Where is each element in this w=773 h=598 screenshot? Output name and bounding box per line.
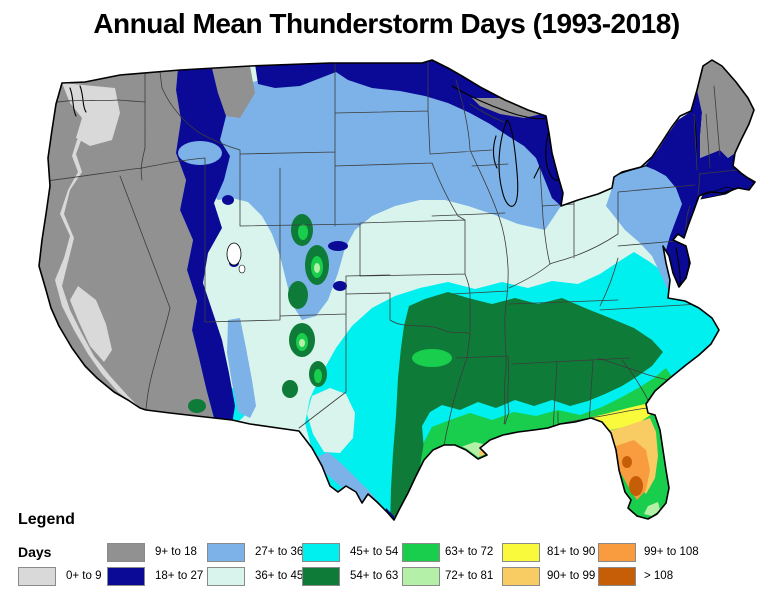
legend-swatch-81-90: [502, 543, 540, 562]
state-borders: [39, 61, 738, 447]
legend-label-9-18: 9+ to 18: [155, 546, 197, 558]
legend-swatch-72-81: [402, 567, 440, 586]
region-gray-maine: [697, 60, 754, 158]
legend-swatch-over-108: [598, 567, 636, 586]
region-navy-colorado-1: [328, 241, 348, 251]
legend-label-72-81: 72+ to 81: [445, 570, 494, 582]
great-salt-lake: [226, 242, 242, 266]
region-dkgreen-54-63: [390, 292, 663, 520]
legend-swatch-0-9: [18, 567, 56, 586]
utah-lake: [238, 264, 246, 274]
region-dkorange-sw-florida-2: [622, 456, 632, 468]
legend-swatch-54-63: [302, 567, 340, 586]
legend-label-45-54: 45+ to 54: [350, 546, 399, 558]
region-ltblue-arizona-strip: [227, 318, 256, 418]
us-thunderstorm-map: [0, 58, 773, 528]
region-lightgray-coast-0-9: [55, 83, 140, 408]
legend-swatch-99-108: [598, 543, 636, 562]
legend-label-54-63: 54+ to 63: [350, 570, 399, 582]
legend-swatch-36-45: [207, 567, 245, 586]
legend-swatch-18-27: [107, 567, 145, 586]
region-green-davis-core: [279, 439, 289, 445]
region-navy-northern-tier: [255, 60, 563, 206]
region-gold-louisiana-coast: [479, 445, 515, 463]
region-mint-west-texas-pocket: [307, 388, 355, 453]
legend-heading: Legend: [18, 511, 75, 528]
region-dkorange-sw-florida-1: [629, 476, 643, 496]
region-dkgreen-new-mexico-3: [282, 380, 298, 398]
legend-swatch-9-18: [107, 543, 145, 562]
region-ltgreen-rockies-core: [314, 263, 320, 273]
legend-label-99-108: 99+ to 108: [644, 546, 699, 558]
region-lightgray-west-washington: [62, 83, 120, 146]
legend-label-18-27: 18+ to 27: [155, 570, 204, 582]
region-navy-utah-1: [222, 195, 234, 205]
legend-days-label: Days: [18, 544, 52, 560]
legend-label-27-36: 27+ to 36: [255, 546, 304, 558]
legend-swatch-45-54: [302, 543, 340, 562]
region-ltgreen-nm-core: [299, 339, 305, 347]
legend-label-0-9: 0+ to 9: [66, 570, 102, 582]
region-green-ozarks: [412, 349, 452, 367]
legend-label-36-45: 36+ to 45: [255, 570, 304, 582]
region-lightgray-california-valley: [70, 286, 112, 362]
page-title: Annual Mean Thunderstorm Days (1993-2018…: [93, 8, 680, 39]
region-dkgreen-davis-mtns: [272, 434, 296, 450]
region-dkgreen-gila: [188, 399, 206, 413]
legend-swatch-90-99: [502, 567, 540, 586]
region-ltgreen-sw-florida: [644, 502, 660, 516]
us-coastline: [38, 59, 756, 521]
region-ltblue-snake-plain: [178, 141, 222, 165]
region-green-rockies-core-1: [298, 224, 308, 240]
legend-label-90-99: 90+ to 99: [547, 570, 596, 582]
region-dkgreen-rockies-3: [288, 281, 308, 309]
region-navy-colorado-2: [333, 281, 347, 291]
legend-label-81-90: 81+ to 90: [547, 546, 596, 558]
legend-swatch-27-36: [207, 543, 245, 562]
choropleth-svg: [38, 59, 756, 521]
legend-label-63-72: 63+ to 72: [445, 546, 494, 558]
region-ltblue-north-band: [150, 70, 563, 320]
legend-swatch-63-72: [402, 543, 440, 562]
region-green-nm-core-2: [314, 369, 322, 383]
legend-label-over-108: > 108: [644, 570, 674, 582]
